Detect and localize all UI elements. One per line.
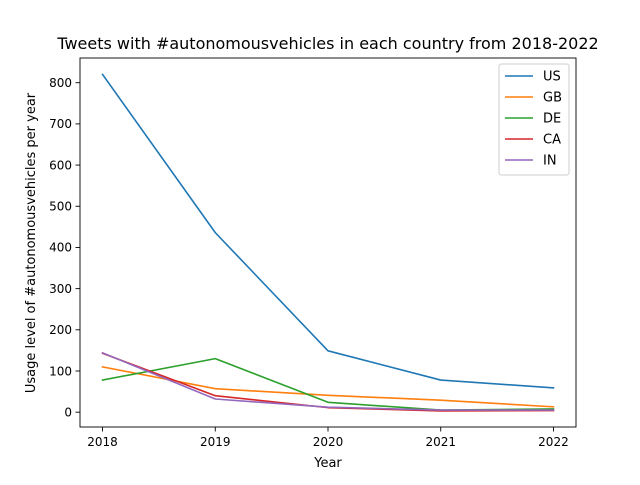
x-tick-label-2019: 2019 <box>200 435 231 449</box>
y-tick-label-700: 700 <box>49 117 72 131</box>
legend-box <box>498 63 570 176</box>
y-tick-label-800: 800 <box>49 76 72 90</box>
legend-label-gb: GB <box>543 91 562 106</box>
y-tick-label-0: 0 <box>64 405 72 419</box>
legend-label-ca: CA <box>543 133 561 148</box>
x-tick-label-2020: 2020 <box>313 435 344 449</box>
legend: US GB DE CA IN <box>498 63 570 176</box>
legend-label-de: DE <box>543 112 561 127</box>
y-tick-label-500: 500 <box>49 200 72 214</box>
y-tick-label-200: 200 <box>49 323 72 337</box>
plot-area: 2018 2019 2020 2021 2022 0 100 200 300 400 500 600 7… <box>49 57 577 449</box>
legend-label-us: US <box>543 70 561 85</box>
legend-label-in: IN <box>543 154 557 169</box>
y-tick-label-300: 300 <box>49 282 72 296</box>
x-tick-label-2021: 2021 <box>425 435 456 449</box>
y-axis-label: Usage level of #autonomousvehicles per y… <box>24 92 39 393</box>
chart-title: Tweets with #autonomousvehicles in each … <box>56 34 598 53</box>
y-tick-label-100: 100 <box>49 364 72 378</box>
series-line-in <box>101 351 555 411</box>
y-tick-label-400: 400 <box>49 241 72 255</box>
x-tick-label-2018: 2018 <box>87 435 118 449</box>
x-axis-label: Year <box>313 456 342 471</box>
y-tick-label-600: 600 <box>49 158 72 172</box>
x-tick-label-2022: 2022 <box>538 435 569 449</box>
series-line-us <box>101 73 555 389</box>
